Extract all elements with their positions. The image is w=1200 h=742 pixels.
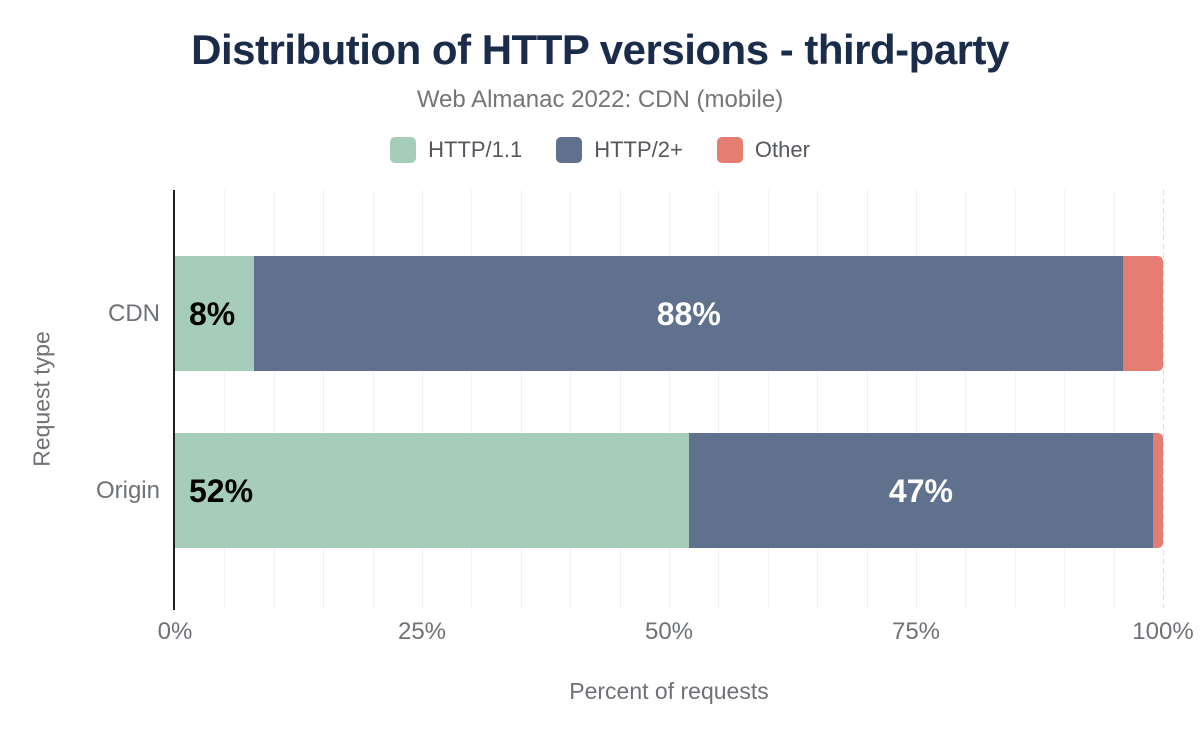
legend-label: HTTP/2+ [594, 137, 683, 163]
x-tick-label: 25% [397, 618, 447, 645]
bar-segment-origin-http-2[interactable]: 47% [688, 433, 1154, 548]
legend-label: HTTP/1.1 [428, 137, 523, 163]
gridline [1113, 190, 1115, 608]
legend-swatch [390, 137, 417, 164]
category-label-origin: Origin [95, 476, 160, 504]
x-tick-label: 75% [891, 618, 941, 645]
bar-value-label: 88% [656, 295, 721, 332]
gridline [965, 190, 967, 608]
plot-area: 8% 88% 52% 47% 0% 25% 50% 75% 100% [158, 190, 1194, 645]
x-tick-label: 0% [157, 618, 193, 645]
bar-cdn: 8% 88% [175, 256, 1163, 371]
gridline [323, 190, 325, 608]
legend-swatch [556, 137, 583, 164]
gridline [570, 190, 572, 608]
x-tick-label: 50% [644, 618, 694, 645]
bar-segment-cdn-http-1-1[interactable]: 8% [175, 256, 255, 371]
bar-value-label: 8% [189, 295, 236, 332]
legend-label: Other [754, 137, 810, 163]
bar-value-label: 47% [888, 472, 953, 509]
legend-item-other[interactable]: Other [716, 137, 810, 164]
category-label-cdn: CDN [108, 299, 160, 327]
chart-title: Distribution of HTTP versions - third-pa… [191, 26, 1009, 73]
gridline [767, 190, 769, 608]
gridline [422, 190, 423, 608]
bar-segment-origin-http-1-1[interactable]: 52% [175, 433, 689, 548]
gridline [916, 190, 917, 608]
legend-item-http-1-1[interactable]: HTTP/1.1 [390, 137, 523, 164]
gridline [1014, 190, 1016, 608]
gridline [619, 190, 621, 608]
gridline [273, 190, 275, 608]
gridline [224, 190, 226, 608]
legend-item-http-2[interactable]: HTTP/2+ [556, 137, 683, 164]
x-tick-label: 100% [1132, 618, 1194, 645]
bar-segment-origin-other[interactable] [1153, 433, 1163, 548]
bar-origin: 52% 47% [175, 433, 1163, 548]
chart-subtitle: Web Almanac 2022: CDN (mobile) [416, 86, 784, 114]
gridline [866, 190, 868, 608]
gridline [718, 190, 720, 608]
gridline [520, 190, 522, 608]
gridline [372, 190, 374, 608]
gridline [1163, 190, 1164, 608]
gridline [817, 190, 819, 608]
legend: HTTP/1.1 HTTP/2+ Other [0, 137, 1200, 164]
gridline [1064, 190, 1066, 608]
bar-value-label: 52% [189, 472, 254, 509]
legend-swatch [716, 137, 743, 164]
gridline [471, 190, 473, 608]
gridline [669, 190, 670, 608]
bar-segment-cdn-other[interactable] [1123, 256, 1163, 371]
x-axis-title: Percent of requests [569, 678, 769, 704]
y-category-labels: CDN Origin [0, 190, 160, 608]
bar-segment-cdn-http-2[interactable]: 88% [254, 256, 1124, 371]
y-axis-line [173, 190, 175, 610]
